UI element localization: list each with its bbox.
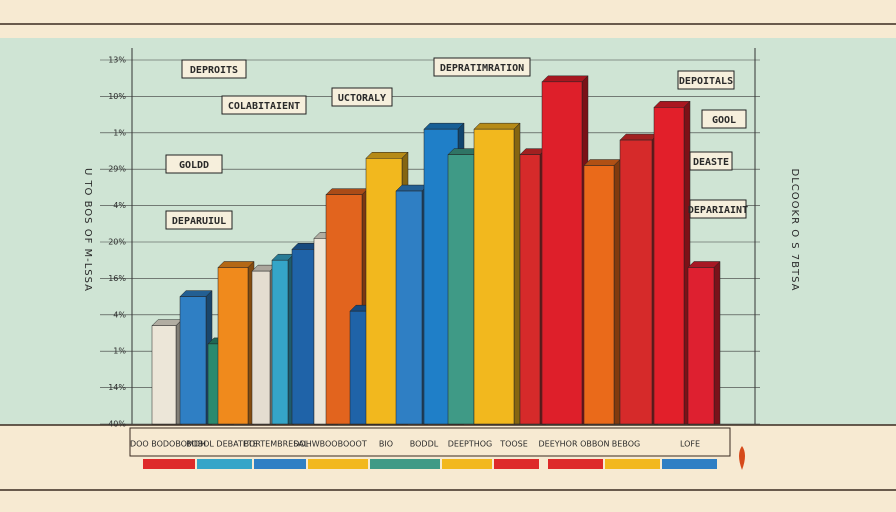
strip xyxy=(494,459,539,469)
strip xyxy=(548,459,603,469)
bar xyxy=(519,154,541,425)
bar xyxy=(291,249,315,425)
bottom-label: BEBOG xyxy=(612,440,640,449)
bottom-label: BORTEMBRESAL xyxy=(244,440,309,449)
strip xyxy=(442,459,492,469)
bar xyxy=(583,165,615,425)
right-label: DLCOOKR O S 7BTSA xyxy=(789,169,800,292)
bar-side xyxy=(513,122,521,425)
callout: COLABITAIENT xyxy=(228,101,300,112)
bar-top xyxy=(619,133,659,141)
bar xyxy=(271,259,289,425)
bar-top xyxy=(541,75,589,83)
bar xyxy=(251,270,271,425)
strip xyxy=(308,459,368,469)
bar xyxy=(447,154,475,425)
callout: DEPARIAINT xyxy=(688,205,748,216)
callout-box xyxy=(331,87,393,107)
strip xyxy=(197,459,252,469)
bar-side xyxy=(613,158,621,425)
bar-top xyxy=(423,122,465,130)
callout: UCTORALY xyxy=(338,93,386,104)
bottom-label: BOBOL DEBATETE xyxy=(186,440,258,449)
strip xyxy=(662,459,717,469)
callout-box xyxy=(433,57,531,77)
bottom-label: DOO BODOBOMDH xyxy=(130,440,206,449)
callout: GOOL xyxy=(712,115,736,126)
bar-top xyxy=(365,152,409,159)
callout: DEPOITALS xyxy=(679,76,733,87)
bar xyxy=(179,296,207,425)
bar xyxy=(151,325,177,425)
bar xyxy=(619,139,653,425)
bottom-label: BIO xyxy=(379,440,393,449)
bar xyxy=(395,190,423,425)
callout-box xyxy=(689,199,747,219)
bar xyxy=(217,267,249,425)
bar xyxy=(541,81,583,425)
callout: DEPRATIMRATION xyxy=(440,63,524,74)
strip xyxy=(143,459,195,469)
strip xyxy=(254,459,306,469)
strip xyxy=(370,459,440,469)
callout: DEPROITS xyxy=(190,65,238,76)
bar-top xyxy=(473,122,521,130)
strip xyxy=(605,459,660,469)
bottom-label: DOHWBOOBOOOT xyxy=(293,440,367,449)
callout-box xyxy=(165,154,223,174)
callout: DEASTE xyxy=(693,157,729,168)
callout: DEPARUIUL xyxy=(172,216,226,227)
bar-side xyxy=(713,260,721,425)
icon xyxy=(739,446,745,470)
callout-box xyxy=(701,109,747,129)
label-box xyxy=(129,427,731,457)
bottom-label: DEEPTHOG xyxy=(448,440,493,449)
color-strip xyxy=(143,459,717,469)
bar-top xyxy=(325,188,369,195)
bottom-label: LOFE xyxy=(680,440,700,449)
bottom-label: DEEYHOR OBBON xyxy=(539,440,610,449)
bottom-label: TOOSE xyxy=(499,440,528,449)
left-label: U TO BOS OF M-LSSA xyxy=(82,168,93,292)
callout-box xyxy=(181,59,247,79)
callout-box xyxy=(221,95,307,115)
bottom-label: BODDL xyxy=(410,440,439,449)
callout-box xyxy=(165,210,233,230)
bar xyxy=(473,128,515,425)
callout: GOLDD xyxy=(179,160,209,171)
callout-box xyxy=(677,70,735,90)
bar xyxy=(653,107,685,425)
bar xyxy=(687,267,715,425)
callout-box xyxy=(689,151,733,171)
